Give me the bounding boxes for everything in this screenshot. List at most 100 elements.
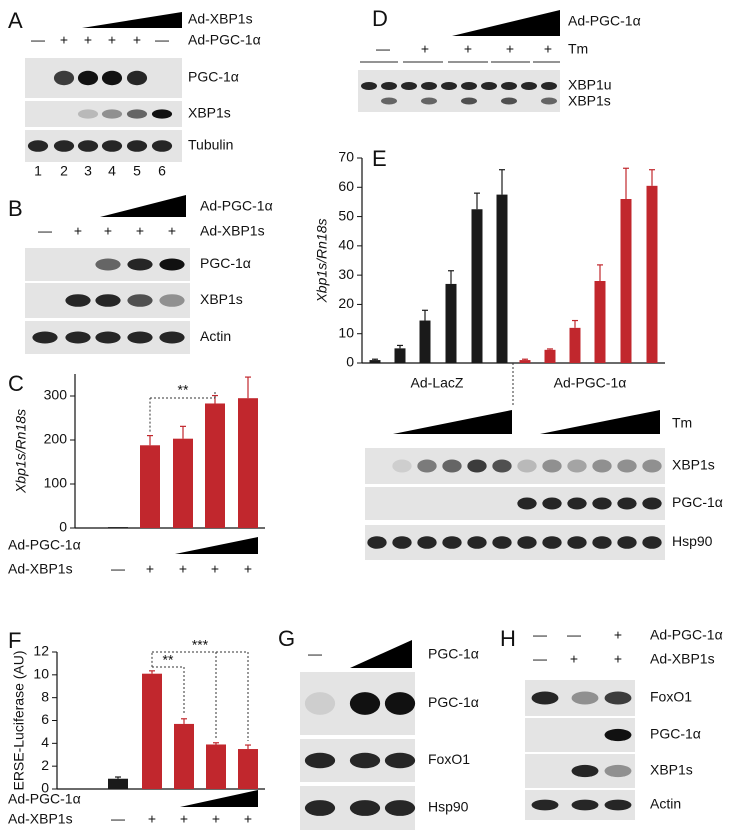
treatment-sign: —: [308, 646, 322, 662]
bar: [496, 194, 508, 363]
band: [604, 691, 632, 705]
treatment-label: Ad-PGC-1α: [188, 32, 261, 48]
band: [101, 70, 123, 86]
treatment-sign: +: [108, 32, 116, 48]
significance: **: [163, 652, 174, 668]
treatment-sign: —: [155, 32, 169, 48]
treatment-sign: +: [570, 651, 578, 667]
blot: [365, 525, 665, 560]
treatment-sign: +: [421, 41, 429, 57]
treatment-sign: +: [211, 561, 219, 577]
band: [349, 800, 381, 816]
bar: [142, 673, 162, 789]
treatment-label: Ad-PGC-1α: [8, 791, 81, 807]
band: [126, 70, 148, 86]
panel-letter: C: [8, 371, 24, 396]
band: [159, 258, 185, 271]
panel-letter: A: [8, 8, 23, 33]
y-tick-label: 6: [41, 711, 49, 727]
blot-label: XBP1s: [188, 105, 231, 121]
ramp-triangle: [180, 790, 258, 807]
band: [521, 82, 537, 90]
band: [592, 536, 612, 549]
bar: [445, 283, 457, 363]
bar: [620, 199, 632, 363]
treatment-sign: +: [133, 32, 141, 48]
band: [441, 82, 457, 90]
band: [349, 752, 381, 769]
blot-label: FoxO1: [650, 689, 692, 705]
treatment-label: Ad-PGC-1α: [8, 537, 81, 553]
band: [77, 109, 99, 119]
blot-label: XBP1s: [650, 762, 693, 778]
band: [642, 536, 662, 549]
band: [531, 799, 559, 811]
y-tick-label: 10: [33, 666, 49, 682]
band: [642, 497, 662, 510]
treatment-sign: +: [614, 627, 622, 643]
treatment-label: Tm: [672, 415, 692, 431]
band: [542, 459, 562, 473]
band: [421, 97, 437, 105]
band: [481, 82, 497, 90]
ramp-triangle: [175, 537, 258, 554]
y-tick-label: 40: [338, 237, 354, 253]
band: [65, 331, 91, 344]
band: [126, 140, 148, 152]
lane-number: 5: [133, 163, 141, 179]
band: [541, 82, 557, 90]
band: [592, 459, 612, 473]
lane-number: 3: [84, 163, 92, 179]
ramp-triangle: [393, 410, 512, 434]
bar: [173, 438, 193, 528]
treatment-label: Tm: [568, 41, 588, 57]
band: [304, 800, 336, 816]
band: [461, 97, 477, 105]
band: [384, 692, 416, 715]
panel-letter: E: [372, 146, 387, 171]
panel-letter: G: [278, 626, 295, 651]
blot-label: Actin: [200, 328, 231, 344]
band: [592, 497, 612, 510]
treatment-sign: +: [148, 811, 156, 827]
band: [642, 459, 662, 473]
blot-label: Actin: [650, 796, 681, 812]
band: [381, 97, 397, 105]
bar: [394, 348, 406, 363]
bar: [544, 349, 556, 363]
treatment-sign: +: [136, 223, 144, 239]
treatment-sign: +: [244, 811, 252, 827]
blot-label: XBP1s: [200, 291, 243, 307]
band: [127, 294, 153, 307]
treatment-sign: +: [614, 651, 622, 667]
lane-number: 4: [108, 163, 116, 179]
treatment-sign: +: [104, 223, 112, 239]
bar: [108, 778, 128, 789]
band: [126, 109, 148, 119]
bar: [205, 403, 225, 528]
band: [417, 536, 437, 549]
bar: [140, 445, 160, 528]
bar: [238, 398, 258, 528]
significance: **: [178, 382, 189, 398]
band: [77, 140, 99, 152]
lane-number: 6: [158, 163, 166, 179]
y-tick-label: 60: [338, 178, 354, 194]
treatment-sign: +: [168, 223, 176, 239]
band: [617, 459, 637, 473]
bar: [206, 744, 226, 789]
panel-letter: B: [8, 196, 23, 221]
band: [604, 728, 632, 742]
panel-letter: F: [8, 628, 21, 653]
band: [101, 140, 123, 152]
band: [617, 497, 637, 510]
band: [542, 497, 562, 510]
band: [27, 140, 49, 152]
treatment-label: Ad-PGC-1α: [200, 198, 273, 214]
treatment-label: Ad-XBP1s: [188, 11, 253, 27]
band: [567, 459, 587, 473]
band: [381, 82, 397, 90]
band: [517, 459, 537, 473]
band: [159, 331, 185, 344]
